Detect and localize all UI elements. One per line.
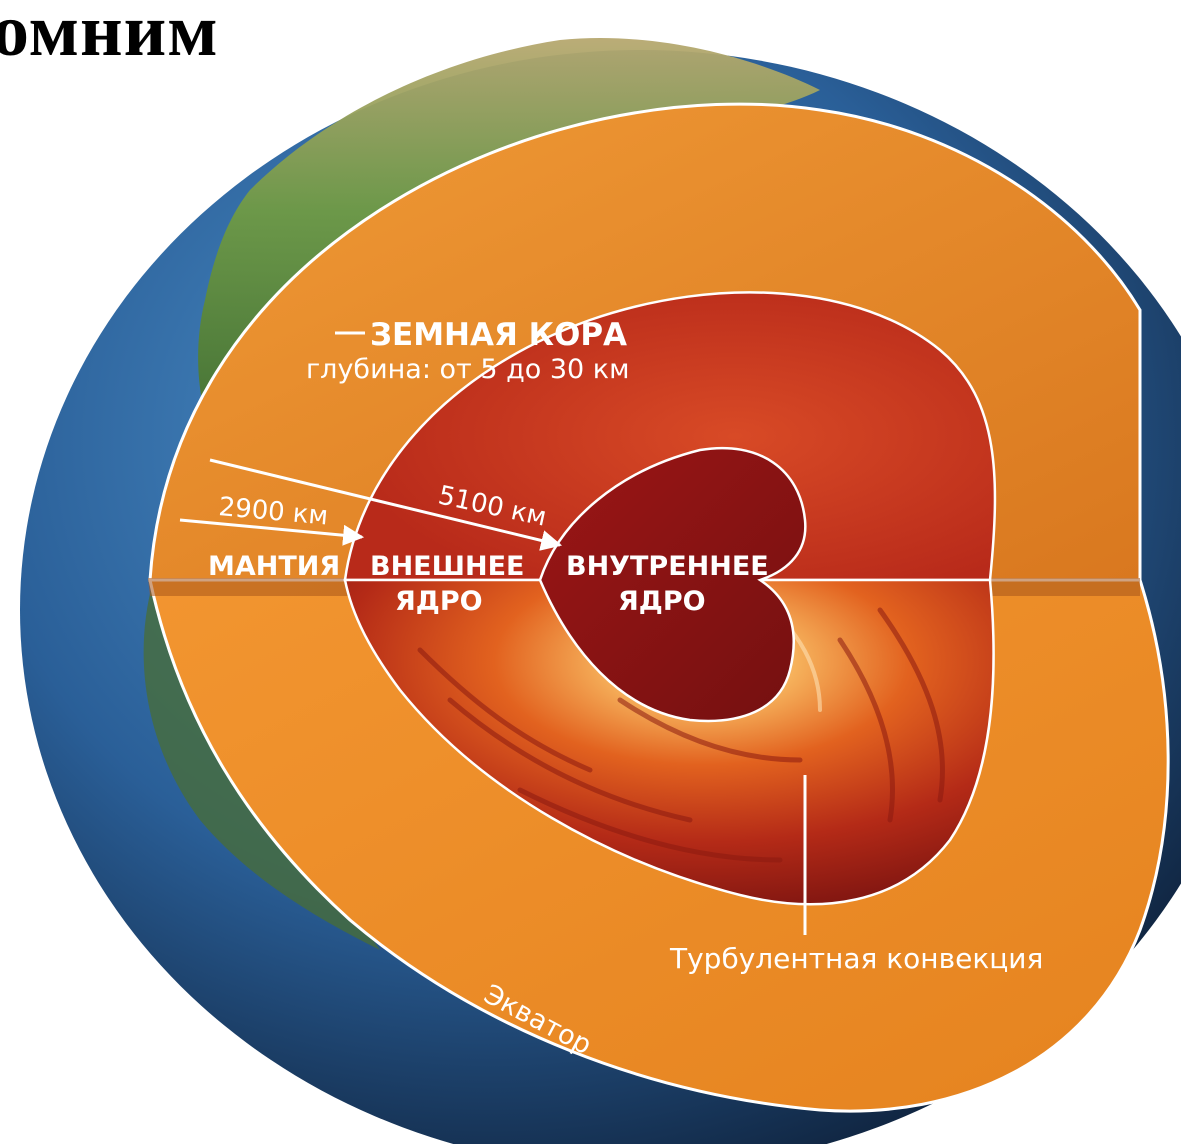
crust-label: ЗЕМНАЯ КОРА (370, 317, 627, 353)
outer-core-label-line2: ЯДРО (395, 586, 483, 617)
crust-depth-label: глубина: от 5 до 30 км (306, 354, 629, 385)
inner-core-label-line2: ЯДРО (618, 586, 706, 617)
outer-core-convection (343, 578, 995, 906)
outer-core-upper (343, 291, 997, 582)
convection-swirls (417, 607, 945, 863)
page-title: омним (0, 0, 219, 72)
convection-label: Турбулентная конвекция (669, 942, 1043, 975)
arrow-mantle-depth (179, 518, 365, 546)
inner-core-label-line1: ВНУТРЕННЕЕ (566, 551, 769, 582)
outer-core-label-line1: ВНЕШНЕЕ (370, 551, 524, 582)
arrow-outer-core-depth (209, 458, 563, 551)
inner-core (538, 446, 807, 723)
continent-land (198, 38, 821, 470)
mantle-label: МАНТИЯ (208, 551, 340, 582)
